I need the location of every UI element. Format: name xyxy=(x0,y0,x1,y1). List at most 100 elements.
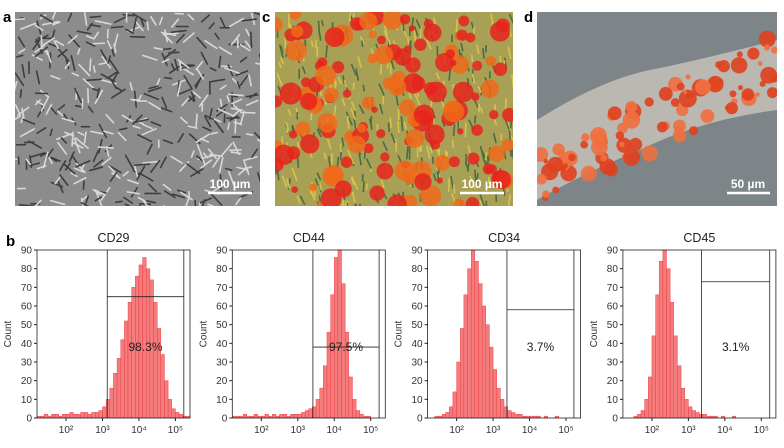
cell xyxy=(483,48,484,59)
y-tick-label: 70 xyxy=(607,283,619,294)
lipid xyxy=(619,142,624,147)
histogram-bar xyxy=(334,257,338,418)
stain xyxy=(374,46,393,65)
stain xyxy=(348,136,366,154)
histogram-bar xyxy=(685,399,689,418)
y-tick-label: 10 xyxy=(607,395,619,406)
lipid xyxy=(623,149,640,166)
lipid xyxy=(548,157,563,172)
stain xyxy=(424,19,433,28)
histogram-bar xyxy=(681,388,685,418)
y-tick-label: 90 xyxy=(607,246,619,257)
lipid xyxy=(552,143,564,155)
histogram-bar xyxy=(175,412,179,418)
histogram-bar xyxy=(511,412,515,418)
lipid xyxy=(717,78,722,83)
histogram-bar xyxy=(113,373,117,418)
lipid xyxy=(760,81,766,87)
cell xyxy=(317,47,318,57)
histogram-bar xyxy=(688,407,692,418)
gate-label: 97.5% xyxy=(329,340,363,354)
histogram-bar xyxy=(117,358,121,418)
cell xyxy=(123,15,133,16)
y-tick-label: 40 xyxy=(607,339,619,350)
y-tick-label: 30 xyxy=(216,358,228,369)
panel-label: a xyxy=(3,9,12,26)
stain xyxy=(371,106,377,112)
histogram-bar xyxy=(460,328,464,418)
histogram-bar xyxy=(143,257,147,418)
stain xyxy=(270,96,282,108)
cell xyxy=(452,140,453,148)
stain xyxy=(481,80,499,98)
histogram-bar xyxy=(674,336,678,418)
histogram-bar xyxy=(478,284,482,418)
histogram-bar xyxy=(309,409,313,418)
cell xyxy=(390,117,391,128)
lipid xyxy=(758,61,763,66)
stain xyxy=(309,184,317,192)
y-tick-label: 70 xyxy=(21,283,33,294)
x-tick-label: 10⁴ xyxy=(717,425,732,436)
cell xyxy=(335,105,336,113)
stain xyxy=(453,82,474,103)
cell xyxy=(348,116,349,129)
y-tick-label: 60 xyxy=(411,302,423,313)
y-axis-label: Count xyxy=(394,320,405,347)
histogram-bar xyxy=(659,261,663,418)
histogram-bar xyxy=(164,381,168,418)
lipid xyxy=(581,133,589,141)
lipid xyxy=(671,98,680,107)
stain xyxy=(394,48,411,65)
lipid xyxy=(679,90,697,108)
y-tick-label: 20 xyxy=(216,376,228,387)
histogram-bar xyxy=(699,414,703,418)
lipid xyxy=(590,127,607,144)
stain xyxy=(400,14,411,25)
y-tick-label: 0 xyxy=(222,414,228,425)
cell xyxy=(343,76,344,84)
histogram-bar xyxy=(645,399,649,418)
histogram-bar xyxy=(468,269,472,418)
cell xyxy=(319,21,320,35)
lipid xyxy=(747,47,759,59)
histogram-bar xyxy=(331,295,335,418)
histogram-bar xyxy=(172,409,176,418)
x-tick-label: 10⁴ xyxy=(327,425,342,436)
lipid xyxy=(659,87,673,101)
histogram-bar xyxy=(360,414,364,418)
histogram-bar xyxy=(692,411,696,418)
cell xyxy=(235,120,236,134)
y-tick-label: 90 xyxy=(216,246,228,257)
panel-label: d xyxy=(524,9,533,26)
cell xyxy=(111,27,123,28)
cell xyxy=(408,37,409,44)
stain xyxy=(414,105,435,126)
stain xyxy=(406,129,425,148)
stain xyxy=(369,30,377,38)
cell xyxy=(116,201,122,202)
cell xyxy=(316,40,317,48)
cell xyxy=(381,64,382,74)
y-tick-label: 0 xyxy=(26,414,32,425)
x-tick-label: 10⁵ xyxy=(754,425,769,436)
lipid xyxy=(677,83,685,91)
histogram-bar xyxy=(471,250,475,418)
histogram-bar xyxy=(352,399,356,418)
histogram-bar xyxy=(290,414,294,418)
histogram-bar xyxy=(515,414,519,418)
lipid xyxy=(616,131,624,139)
lipid xyxy=(580,141,588,149)
histogram-bar xyxy=(294,414,298,418)
stain xyxy=(454,199,465,210)
stain xyxy=(458,16,469,27)
histogram-bar xyxy=(102,407,106,418)
histogram-bar xyxy=(44,414,48,418)
stain xyxy=(270,158,284,172)
cell xyxy=(454,184,455,193)
cell xyxy=(340,143,341,152)
y-tick-label: 0 xyxy=(417,414,423,425)
y-axis-label: Count xyxy=(3,320,14,347)
stain xyxy=(359,12,377,30)
lipid xyxy=(731,57,747,73)
